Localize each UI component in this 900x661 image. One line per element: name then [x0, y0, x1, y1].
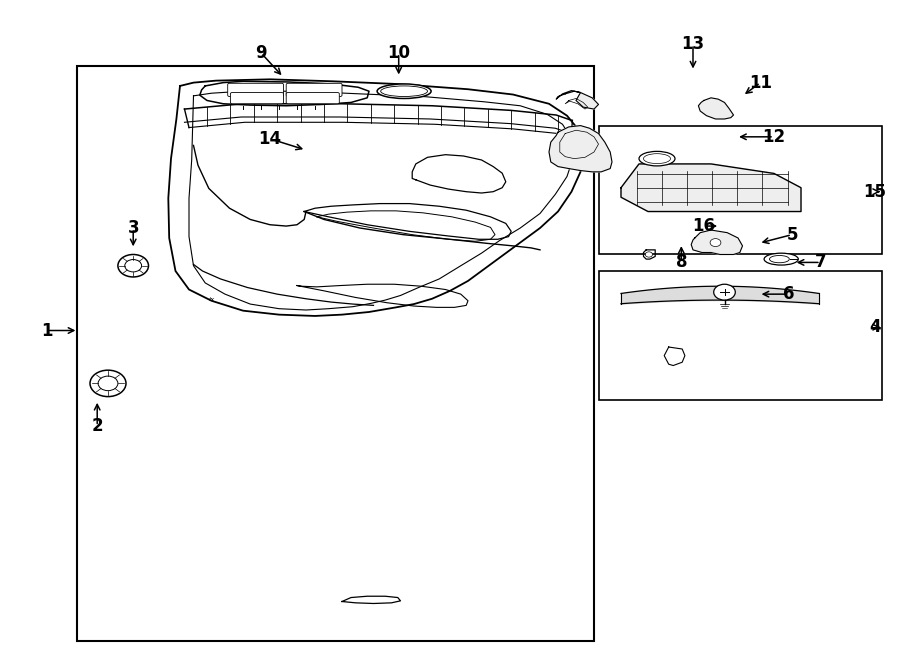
- Polygon shape: [556, 91, 599, 109]
- Text: 5: 5: [787, 225, 797, 244]
- Text: 10: 10: [387, 44, 410, 62]
- Text: 14: 14: [258, 130, 282, 148]
- Text: 8: 8: [676, 253, 687, 272]
- FancyBboxPatch shape: [228, 83, 284, 97]
- Circle shape: [90, 370, 126, 397]
- Text: 7: 7: [815, 253, 826, 272]
- Circle shape: [645, 252, 652, 257]
- Ellipse shape: [644, 154, 670, 163]
- Text: 11: 11: [749, 73, 772, 92]
- Text: tx: tx: [209, 297, 215, 302]
- Circle shape: [98, 376, 118, 391]
- Circle shape: [118, 254, 148, 277]
- Text: 9: 9: [256, 44, 266, 62]
- Ellipse shape: [770, 256, 789, 262]
- Ellipse shape: [377, 84, 431, 98]
- Polygon shape: [698, 98, 733, 119]
- Text: 4: 4: [869, 318, 880, 336]
- Polygon shape: [691, 230, 742, 254]
- Polygon shape: [621, 164, 801, 212]
- Text: 3: 3: [128, 219, 139, 237]
- Ellipse shape: [381, 86, 428, 97]
- Text: 15: 15: [863, 182, 886, 201]
- FancyBboxPatch shape: [230, 93, 284, 104]
- FancyBboxPatch shape: [286, 93, 339, 104]
- Text: 12: 12: [762, 128, 786, 146]
- Circle shape: [714, 284, 735, 300]
- Bar: [76, 66, 594, 641]
- FancyBboxPatch shape: [286, 83, 342, 97]
- Circle shape: [125, 260, 141, 272]
- Text: 6: 6: [783, 285, 794, 303]
- Ellipse shape: [764, 253, 798, 265]
- Text: 1: 1: [41, 321, 52, 340]
- Circle shape: [710, 239, 721, 247]
- Text: 2: 2: [92, 417, 103, 436]
- Text: 16: 16: [692, 217, 716, 235]
- Bar: [598, 271, 882, 400]
- Text: 13: 13: [681, 35, 705, 54]
- Bar: [598, 126, 882, 254]
- Ellipse shape: [639, 151, 675, 166]
- Polygon shape: [549, 126, 612, 172]
